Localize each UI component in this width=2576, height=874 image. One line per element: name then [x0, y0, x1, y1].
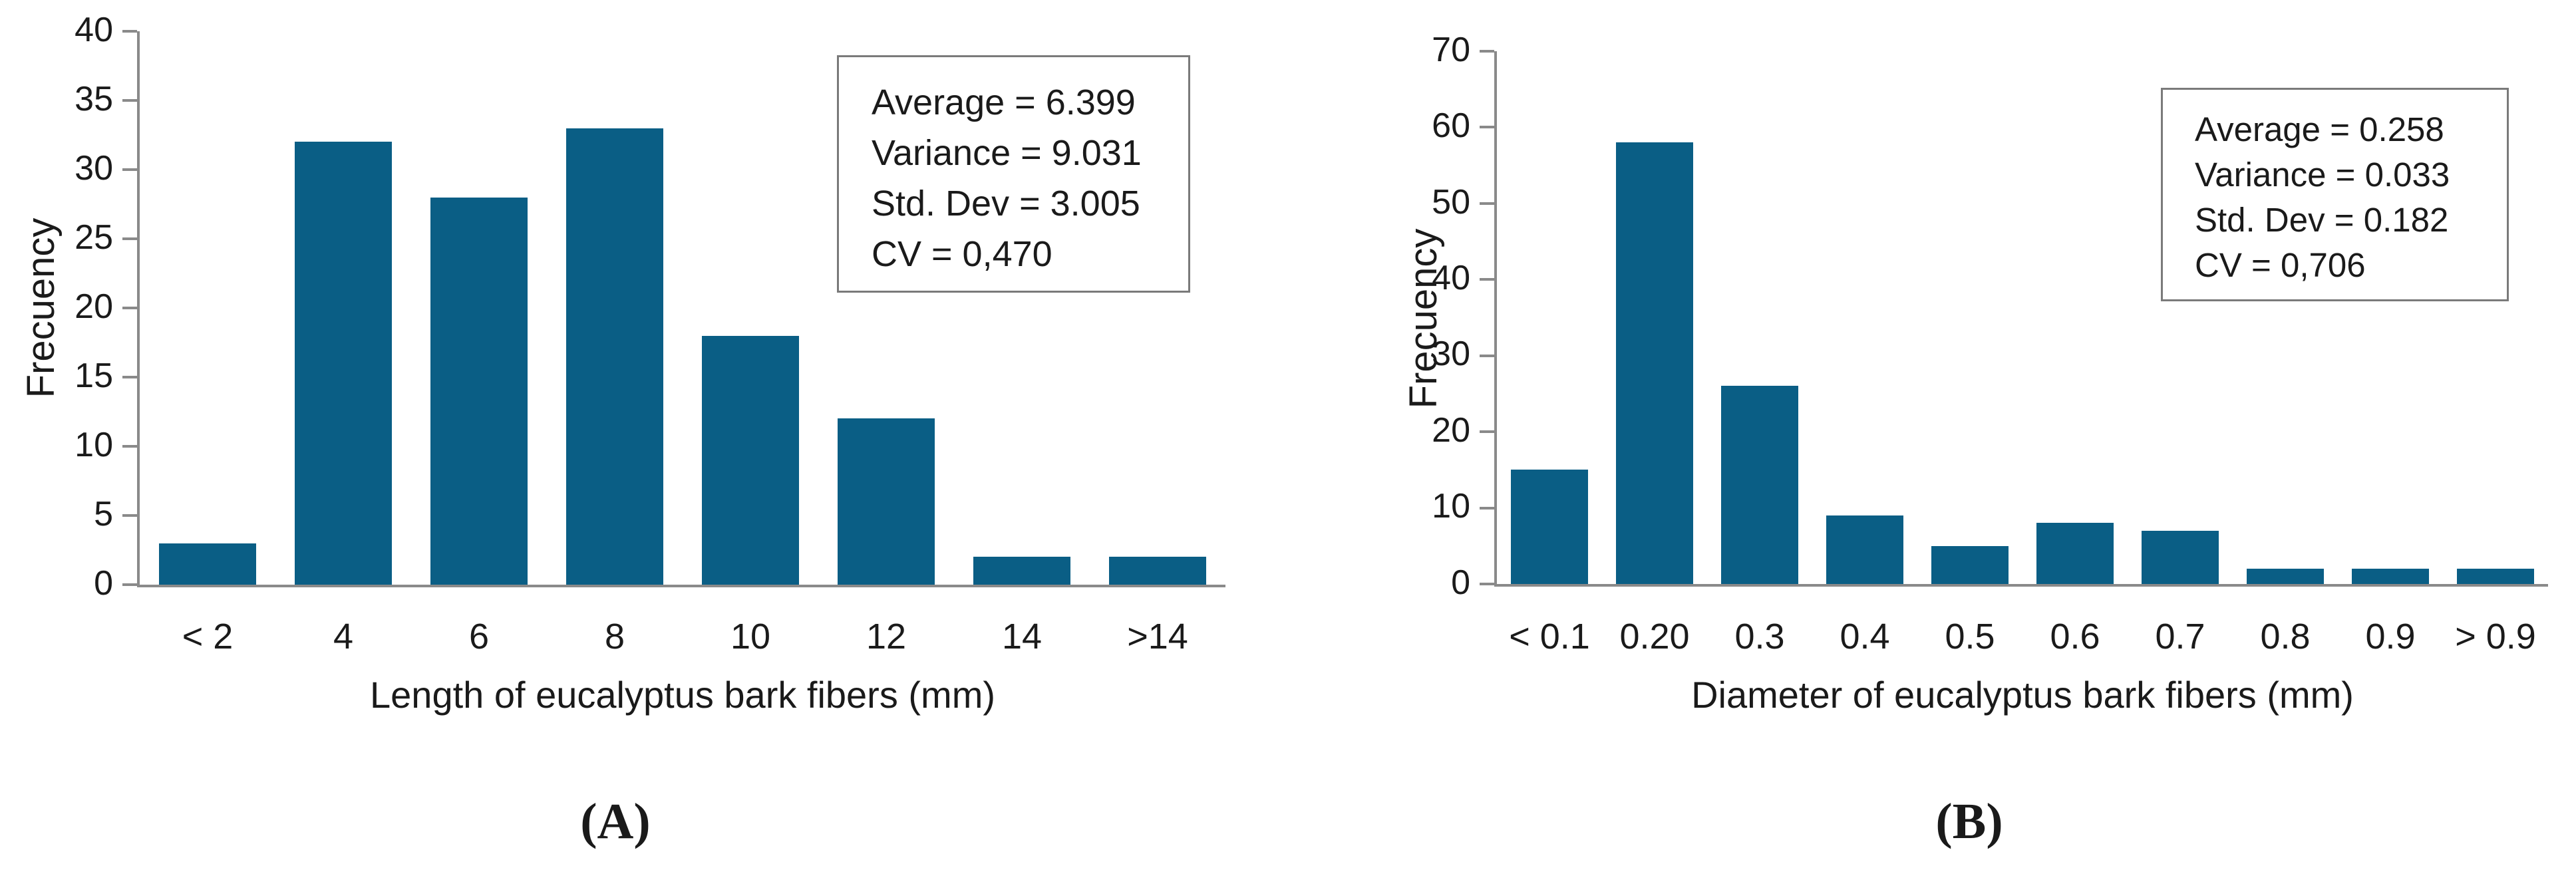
- y-tick-mark: [122, 99, 137, 102]
- bar: [1721, 386, 1798, 584]
- stat-cv: CV = 0,470: [872, 234, 1052, 274]
- panel-label-a: (A): [580, 794, 651, 849]
- bar: [973, 557, 1070, 585]
- bar: [1511, 470, 1588, 584]
- x-tick-label: 0.3: [1734, 617, 1785, 656]
- y-tick-label: 35: [75, 79, 113, 118]
- y-tick-mark: [122, 514, 137, 517]
- y-tick-label: 30: [1432, 335, 1470, 374]
- panel-b: Frecuency Average = 0.258 Variance = 0.0…: [1397, 0, 2576, 874]
- bar: [295, 142, 392, 585]
- y-tick-mark: [122, 445, 137, 448]
- y-tick-label: 0: [94, 563, 113, 603]
- y-tick-mark: [122, 30, 137, 33]
- bar: [430, 198, 528, 585]
- x-tick-label: 14: [1001, 617, 1043, 656]
- bar: [838, 418, 935, 585]
- y-tick-mark: [122, 376, 137, 378]
- y-tick-label: 25: [75, 218, 113, 257]
- bar: [1616, 142, 1693, 584]
- stat-average: Average = 6.399: [872, 82, 1136, 122]
- bar: [2457, 569, 2534, 584]
- stat-stddev: Std. Dev = 0.182: [2195, 201, 2449, 239]
- stats-box: Average = 6.399 Variance = 9.031 Std. De…: [837, 55, 1190, 293]
- x-tick-label: < 0.1: [1509, 617, 1590, 656]
- bar: [1826, 515, 1903, 584]
- stat-average: Average = 0.258: [2195, 110, 2444, 148]
- x-axis-title: Diameter of eucalyptus bark fibers (mm): [1691, 674, 2354, 716]
- y-tick-label: 40: [75, 10, 113, 49]
- y-tick-label: 30: [75, 148, 113, 188]
- panel-label-b: (B): [1935, 794, 2003, 849]
- y-axis-line: [1494, 51, 1497, 587]
- bar: [2247, 569, 2324, 584]
- x-tick-label: 4: [333, 617, 354, 656]
- y-tick-mark: [1480, 278, 1494, 281]
- y-tick-mark: [1480, 202, 1494, 205]
- stat-stddev: Std. Dev = 3.005: [872, 184, 1140, 223]
- y-tick-mark: [1480, 430, 1494, 434]
- bar: [2352, 569, 2429, 584]
- x-tick-label: 6: [468, 617, 490, 656]
- y-tick-mark: [1480, 126, 1494, 129]
- x-tick-label: 10: [730, 617, 771, 656]
- y-tick-label: 10: [75, 425, 113, 464]
- x-tick-label: 12: [866, 617, 907, 656]
- bar: [2142, 531, 2219, 584]
- y-tick-label: 15: [75, 356, 113, 395]
- x-tick-label: > 0.9: [2455, 617, 2536, 656]
- y-tick-label: 20: [75, 287, 113, 326]
- y-tick-label: 0: [1451, 563, 1470, 602]
- x-tick-label: 8: [604, 617, 625, 656]
- y-tick-label: 60: [1432, 106, 1470, 146]
- bar: [702, 336, 799, 585]
- stat-cv: CV = 0,706: [2195, 246, 2366, 284]
- stat-variance: Variance = 0.033: [2195, 156, 2450, 194]
- x-tick-label: >14: [1127, 617, 1188, 656]
- y-tick-mark: [1480, 50, 1494, 53]
- x-axis-line: [137, 585, 1225, 587]
- bar: [159, 543, 256, 585]
- x-tick-label: 0.4: [1840, 617, 1890, 656]
- y-tick-label: 20: [1432, 410, 1470, 450]
- x-tick-label: 0.7: [2155, 617, 2205, 656]
- stats-box: Average = 0.258 Variance = 0.033 Std. De…: [2161, 88, 2509, 301]
- stat-variance: Variance = 9.031: [872, 133, 1142, 173]
- y-tick-mark: [1480, 583, 1494, 585]
- bar: [566, 128, 663, 585]
- y-tick-mark: [1480, 354, 1494, 357]
- x-tick-label: 0.9: [2365, 617, 2416, 656]
- y-tick-label: 70: [1432, 30, 1470, 69]
- x-tick-label: 0.5: [1945, 617, 1995, 656]
- x-tick-label: 0.20: [1619, 617, 1690, 656]
- y-tick-mark: [122, 583, 137, 586]
- x-axis-title: Length of eucalyptus bark fibers (mm): [370, 674, 995, 716]
- x-tick-label: 0.6: [2050, 617, 2100, 656]
- y-tick-mark: [122, 307, 137, 309]
- bar: [1109, 557, 1206, 585]
- x-tick-label: < 2: [182, 617, 234, 656]
- y-tick-mark: [122, 237, 137, 240]
- y-tick-label: 50: [1432, 182, 1470, 221]
- y-tick-label: 10: [1432, 487, 1470, 526]
- panel-a: Frecuency Average = 6.399 Variance = 9.0…: [19, 10, 1225, 849]
- y-tick-label: 5: [94, 494, 113, 533]
- y-tick-mark: [1480, 506, 1494, 510]
- y-tick-label: 40: [1432, 259, 1470, 298]
- bar: [2036, 523, 2114, 584]
- y-tick-mark: [122, 168, 137, 171]
- y-axis-line: [137, 31, 140, 587]
- x-axis-line: [1494, 584, 2548, 587]
- x-tick-label: 0.8: [2260, 617, 2311, 656]
- bar: [1931, 546, 2009, 584]
